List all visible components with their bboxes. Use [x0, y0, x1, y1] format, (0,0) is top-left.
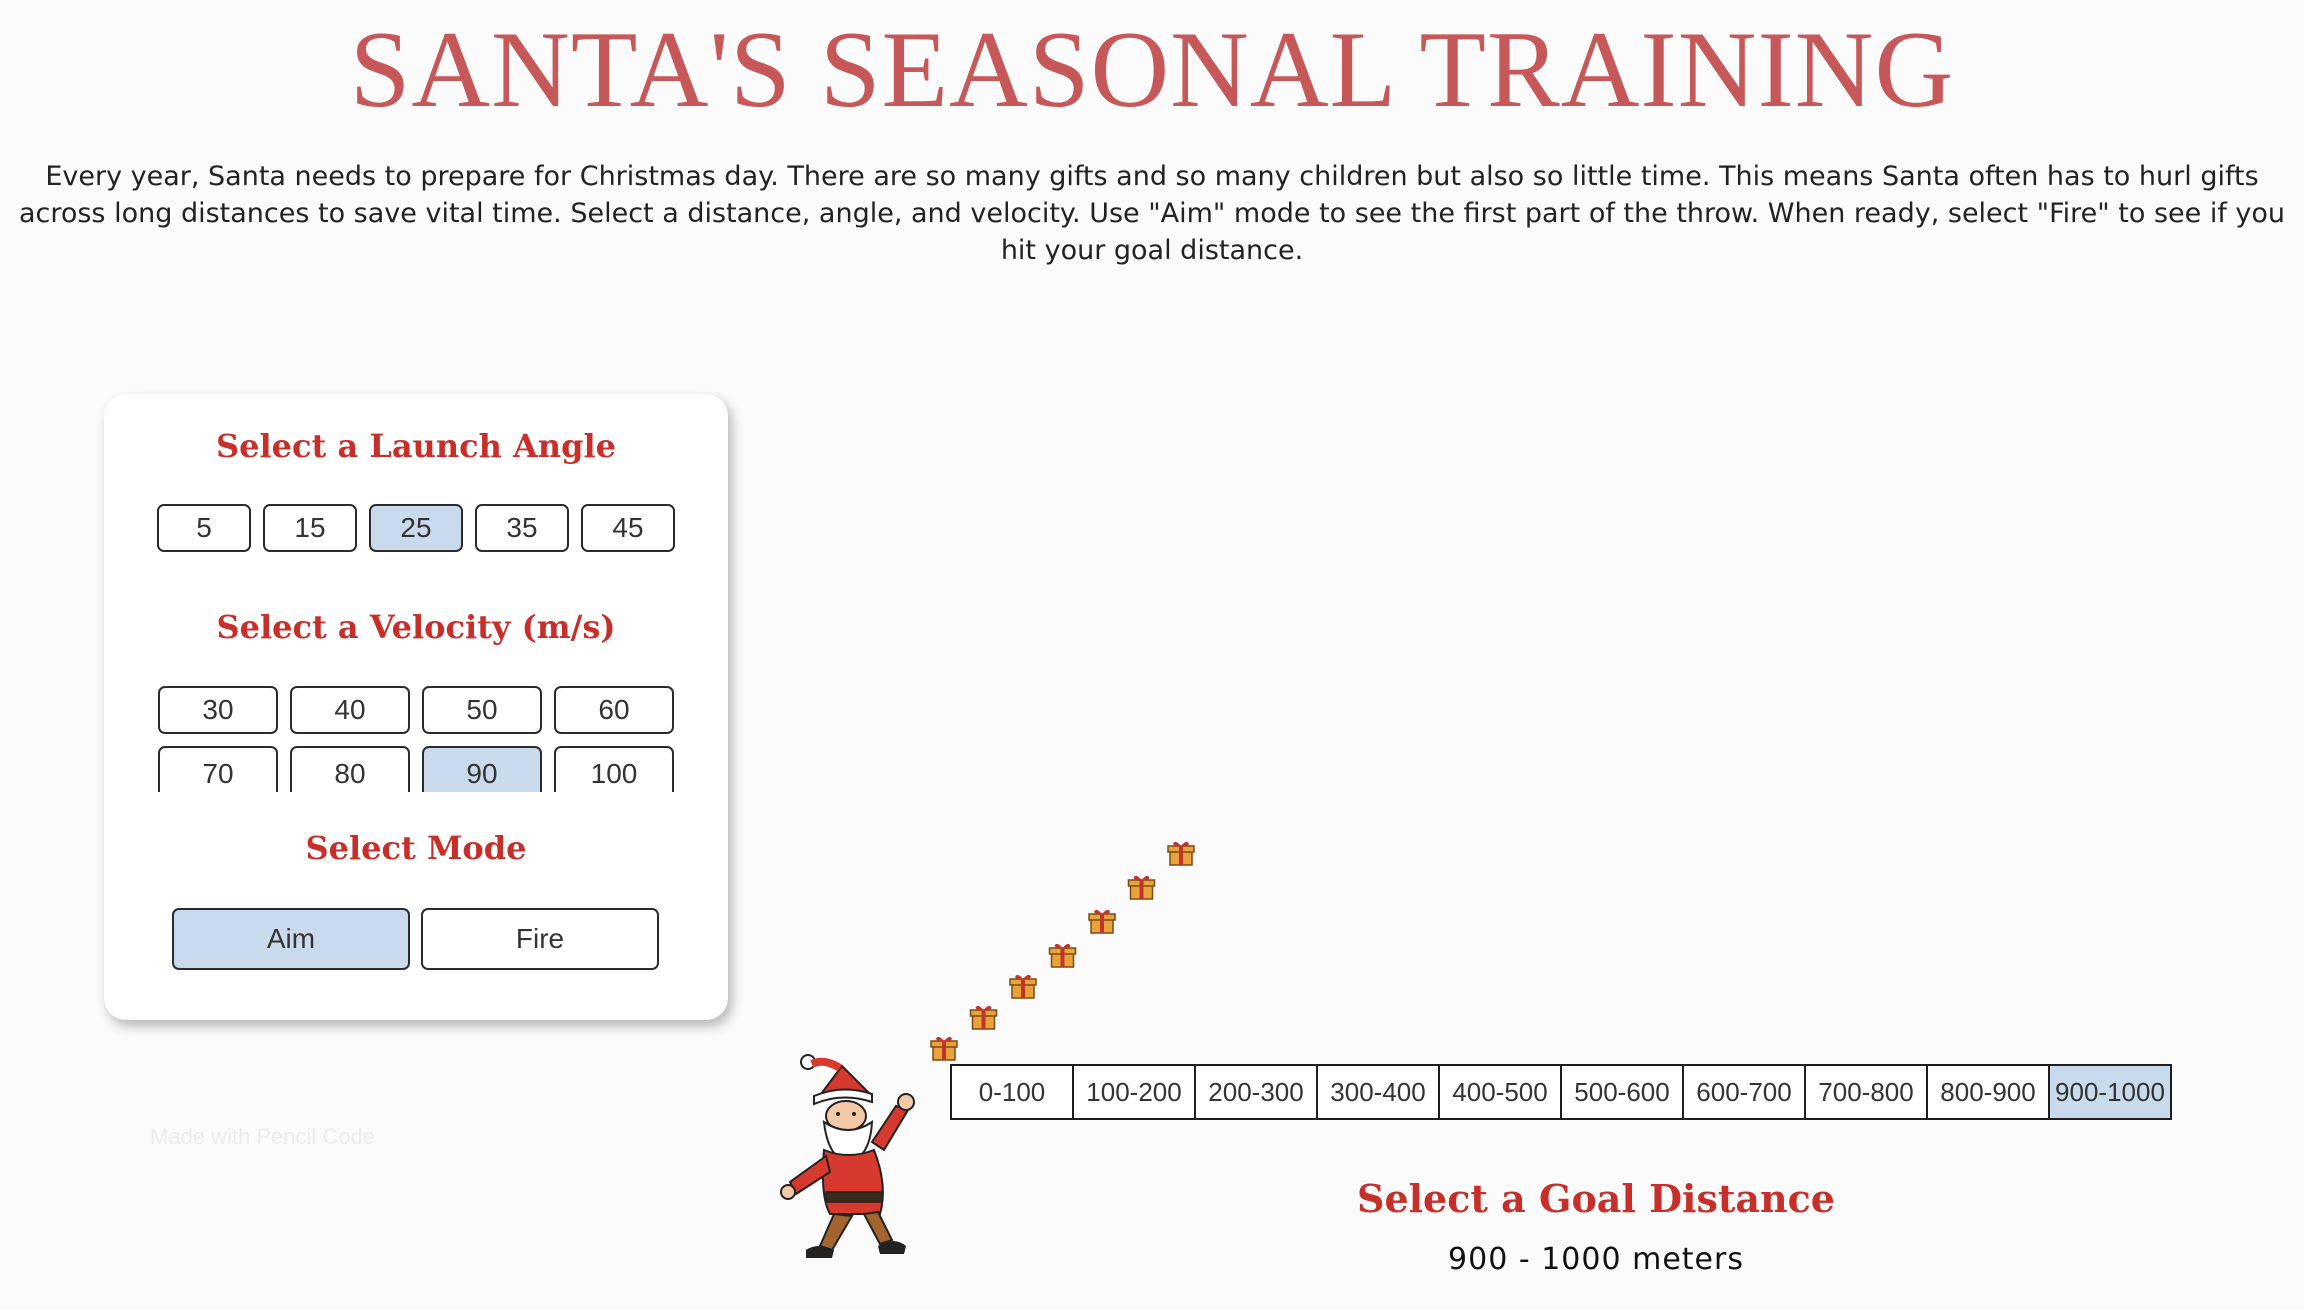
distance-button-800-900[interactable]: 800-900 [1926, 1064, 2050, 1120]
mode-heading: Select Mode [305, 829, 527, 867]
distance-button-500-600[interactable]: 500-600 [1560, 1064, 1684, 1120]
mode-button-fire[interactable]: Fire [421, 908, 659, 970]
gift-icon [1088, 909, 1116, 934]
gift-icon [969, 1005, 998, 1030]
gift-icon [930, 1036, 958, 1061]
velocity-button-80[interactable]: 80 [290, 746, 410, 792]
velocity-options-row-2: 70 80 90 100 [104, 744, 728, 792]
velocity-button-50[interactable]: 50 [422, 686, 542, 734]
velocity-button-100[interactable]: 100 [554, 746, 674, 792]
intro-text: Every year, Santa needs to prepare for C… [18, 161, 2286, 266]
angle-button-35[interactable]: 35 [475, 504, 569, 552]
distance-button-0-100[interactable]: 0-100 [950, 1064, 1074, 1120]
velocity-button-60[interactable]: 60 [554, 686, 674, 734]
gift-icon [1127, 875, 1156, 900]
angle-heading: Select a Launch Angle [216, 427, 616, 465]
gift-icon [1167, 841, 1195, 866]
santa-figure [780, 1054, 915, 1258]
goal-distance-options: 0-100 100-200 200-300 300-400 400-500 500-600… [950, 1064, 2172, 1120]
distance-button-700-800[interactable]: 700-800 [1804, 1064, 1928, 1120]
velocity-button-70[interactable]: 70 [158, 746, 278, 792]
goal-heading: Select a Goal Distance [1357, 1176, 1835, 1221]
distance-button-900-1000[interactable]: 900-1000 [2048, 1064, 2172, 1120]
distance-button-600-700[interactable]: 600-700 [1682, 1064, 1806, 1120]
gift-icon [1048, 943, 1077, 968]
control-panel: Select a Launch Angle 5 15 25 35 45 Select a… [104, 394, 728, 1020]
velocity-heading: Select a Velocity (m/s) [216, 608, 616, 646]
footer-credit: Made with Pencil Code [150, 1124, 376, 1149]
distance-button-400-500[interactable]: 400-500 [1438, 1064, 1562, 1120]
angle-button-25[interactable]: 25 [369, 504, 463, 552]
velocity-button-90[interactable]: 90 [422, 746, 542, 792]
velocity-button-40[interactable]: 40 [290, 686, 410, 734]
mode-button-aim[interactable]: Aim [172, 908, 410, 970]
velocity-button-30[interactable]: 30 [158, 686, 278, 734]
angle-button-5[interactable]: 5 [157, 504, 251, 552]
goal-distance-readout: 900 - 1000 meters [1448, 1242, 1744, 1277]
distance-button-200-300[interactable]: 200-300 [1194, 1064, 1318, 1120]
distance-button-100-200[interactable]: 100-200 [1072, 1064, 1196, 1120]
angle-button-15[interactable]: 15 [263, 504, 357, 552]
gift-icon [1009, 974, 1037, 999]
page-title: SANTA'S SEASONAL TRAINING [349, 9, 1955, 130]
angle-button-45[interactable]: 45 [581, 504, 675, 552]
distance-button-300-400[interactable]: 300-400 [1316, 1064, 1440, 1120]
